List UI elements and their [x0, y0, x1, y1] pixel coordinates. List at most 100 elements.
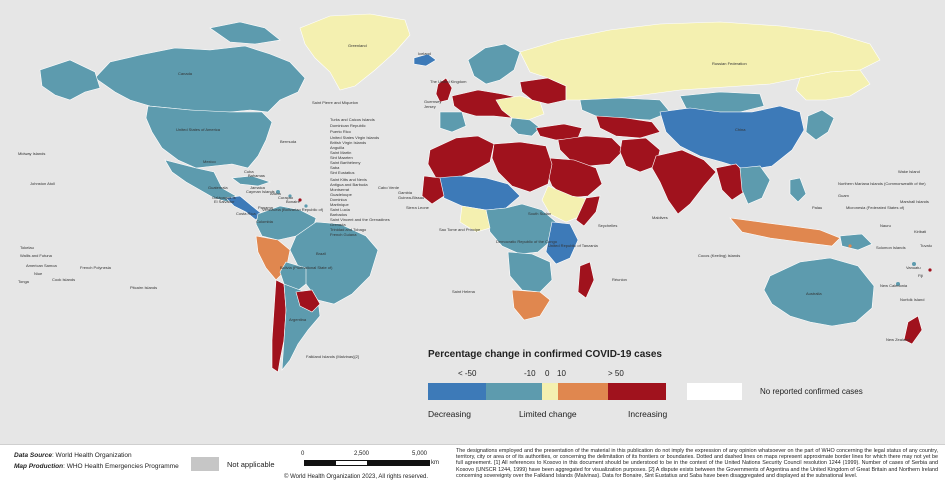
map-label: Johnston Atoll [30, 181, 55, 186]
map-label: French Guiana [330, 232, 357, 237]
map-label: Greenland [348, 43, 367, 48]
map-label: Wake Island [898, 169, 920, 174]
region-pacific-isle [848, 244, 852, 248]
map-label: Seychelles [598, 223, 618, 228]
map-label: Guadeloupe [330, 192, 352, 197]
legend-swatch-decrease [486, 383, 542, 400]
legend-tick: < -50 [458, 369, 477, 378]
map-label: Jersey [424, 104, 436, 109]
map-label: Saint Barthélemy [330, 160, 361, 165]
region-iran-iraq [557, 135, 625, 167]
map-label: Cook Islands [52, 277, 76, 282]
region-russia-east [795, 69, 871, 101]
legend-category-limited: Limited change [519, 409, 577, 419]
map-label: Curaçao [278, 195, 294, 200]
map-label: Cabo Verde [378, 185, 400, 190]
region-paraguay-uruguay [295, 289, 321, 313]
legend-category-decreasing: Decreasing [428, 409, 471, 419]
region-central-europe [495, 95, 545, 121]
region-pacific-isle [912, 262, 916, 266]
map-label: Saint Lucia [330, 207, 350, 212]
map-label: Sierra Leone [406, 205, 429, 210]
map-label: The United Kingdom [430, 79, 467, 84]
map-label: New Caledonia [880, 283, 908, 288]
region-indonesia [729, 217, 841, 247]
scale-tick: 5,000 [412, 451, 428, 457]
legend-no-report-label: No reported confirmed cases [760, 387, 863, 396]
map-label: Guernsey [424, 99, 442, 104]
map-label: Saint Vincent and the Grenadines [330, 217, 390, 222]
map-label: Dominica [330, 197, 347, 202]
region-caribbean-isle [304, 204, 308, 208]
map-label: Grenada [330, 222, 346, 227]
map-label: Iceland [418, 51, 431, 56]
map-label: Bonaire [286, 199, 300, 204]
region-indochina [739, 165, 771, 205]
map-label: Wallis and Futuna [20, 253, 52, 258]
map-label: Guinea-Bissau [398, 195, 425, 200]
region-caribbean-isle [298, 198, 302, 202]
map-label: Russian Federation [712, 61, 747, 66]
map-label: Martinique [330, 202, 349, 207]
region-pacific-isle [928, 268, 932, 272]
legend-tick: > 50 [608, 369, 624, 378]
map-label: Tokelau [20, 245, 34, 250]
map-label: Puerto Rico [330, 129, 351, 134]
map-label: Colombia [256, 219, 273, 224]
map-label: Gambia [398, 190, 413, 195]
map-label: Brazil [316, 251, 327, 256]
region-png [839, 233, 873, 251]
region-madagascar [577, 261, 595, 299]
map-label: Trinidad and Tobago [330, 227, 367, 232]
data-source-label: Data Source [14, 452, 52, 459]
region-china [659, 105, 805, 171]
region-cuba [231, 175, 271, 187]
map-label: New Zealand [886, 337, 910, 342]
map-label: Saint Helena [452, 289, 475, 294]
map-label: Mexico [203, 159, 216, 164]
region-russia [519, 21, 881, 101]
map-label: Sao Tome and Principe [439, 227, 481, 232]
map-label: Tonga [18, 279, 29, 284]
region-central-asia [595, 115, 661, 139]
map-label: Kiribati [914, 229, 927, 234]
map-label: El Salvador [214, 199, 235, 204]
map-label: Anguilla [330, 145, 345, 150]
data-source-credit: Data Source: World Health Organization [14, 452, 132, 459]
region-scandinavia [467, 43, 521, 85]
map-label: British Virgin Islands [330, 140, 367, 145]
map-label: Norfolk Island [900, 297, 925, 302]
legend-swatch-no-report [687, 383, 742, 400]
map-label: Canada [178, 71, 193, 76]
map-label: Solomon Islands [876, 245, 906, 250]
map-label: Jamaica [250, 185, 265, 190]
map-label: Nauru [880, 223, 891, 228]
region-sahel [435, 175, 521, 211]
scale-bar: 0 2,500 5,000 km [300, 451, 440, 477]
map-label: Barbados [330, 212, 348, 217]
map-label: Panama [258, 205, 273, 210]
region-west-africa-coast [421, 175, 445, 205]
map-label: Réunion [612, 277, 627, 282]
map-label: Cocos (Keeling) Islands [698, 253, 741, 258]
map-label: Guatemala [208, 185, 228, 190]
data-source-value: : World Health Organization [51, 452, 132, 459]
map-production-label: Map Production [14, 463, 64, 470]
world-map-canvas [39, 13, 932, 373]
map-label: Turks and Caicos Islands [330, 117, 375, 122]
legend-category-increasing: Increasing [628, 409, 668, 419]
legend-swatch-strong-decrease [428, 383, 486, 400]
map-label: Galápagos Is [212, 195, 236, 200]
map-label: United States of America [176, 127, 221, 132]
map-label: Maldives [652, 215, 668, 220]
map-label: Guam [838, 193, 849, 198]
map-label: Falkland Islands (Malvinas)[2] [306, 354, 359, 359]
region-north-africa-east [491, 141, 553, 193]
legend-tick: 10 [557, 369, 566, 378]
map-label: Bermuda [280, 139, 297, 144]
world-map: Greenland Canada United States of Americ… [0, 0, 945, 444]
map-label: Costa Rica [236, 211, 256, 216]
map-label: Palau [812, 205, 823, 210]
scale-tick: 2,500 [354, 451, 370, 457]
